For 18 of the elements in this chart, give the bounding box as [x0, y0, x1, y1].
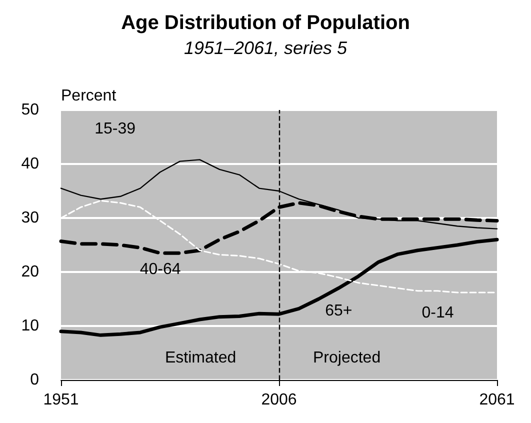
series-label: 0-14	[422, 304, 454, 322]
series-label: 40-64	[140, 261, 181, 278]
y-tick-label: 0	[30, 372, 40, 388]
series-label: 65+	[325, 302, 352, 320]
x-tick-label: 1951	[43, 392, 79, 408]
annotation: Estimated	[165, 350, 236, 366]
x-tick-label: 2006	[261, 392, 297, 408]
annotation: Projected	[313, 350, 381, 366]
y-tick-label: 50	[21, 102, 40, 118]
y-tick-label: 20	[21, 264, 40, 280]
y-tick-label: 30	[21, 210, 40, 226]
chart-title: Age Distribution of Population	[121, 12, 410, 34]
chart-subtitle: 1951–2061, series 5	[184, 38, 348, 58]
x-tick-label: 2061	[479, 392, 515, 408]
y-tick-label: 10	[21, 318, 40, 334]
y-tick-label: 40	[21, 156, 40, 172]
y-axis-title: Percent	[61, 88, 117, 104]
text: 15-39	[94, 120, 136, 138]
